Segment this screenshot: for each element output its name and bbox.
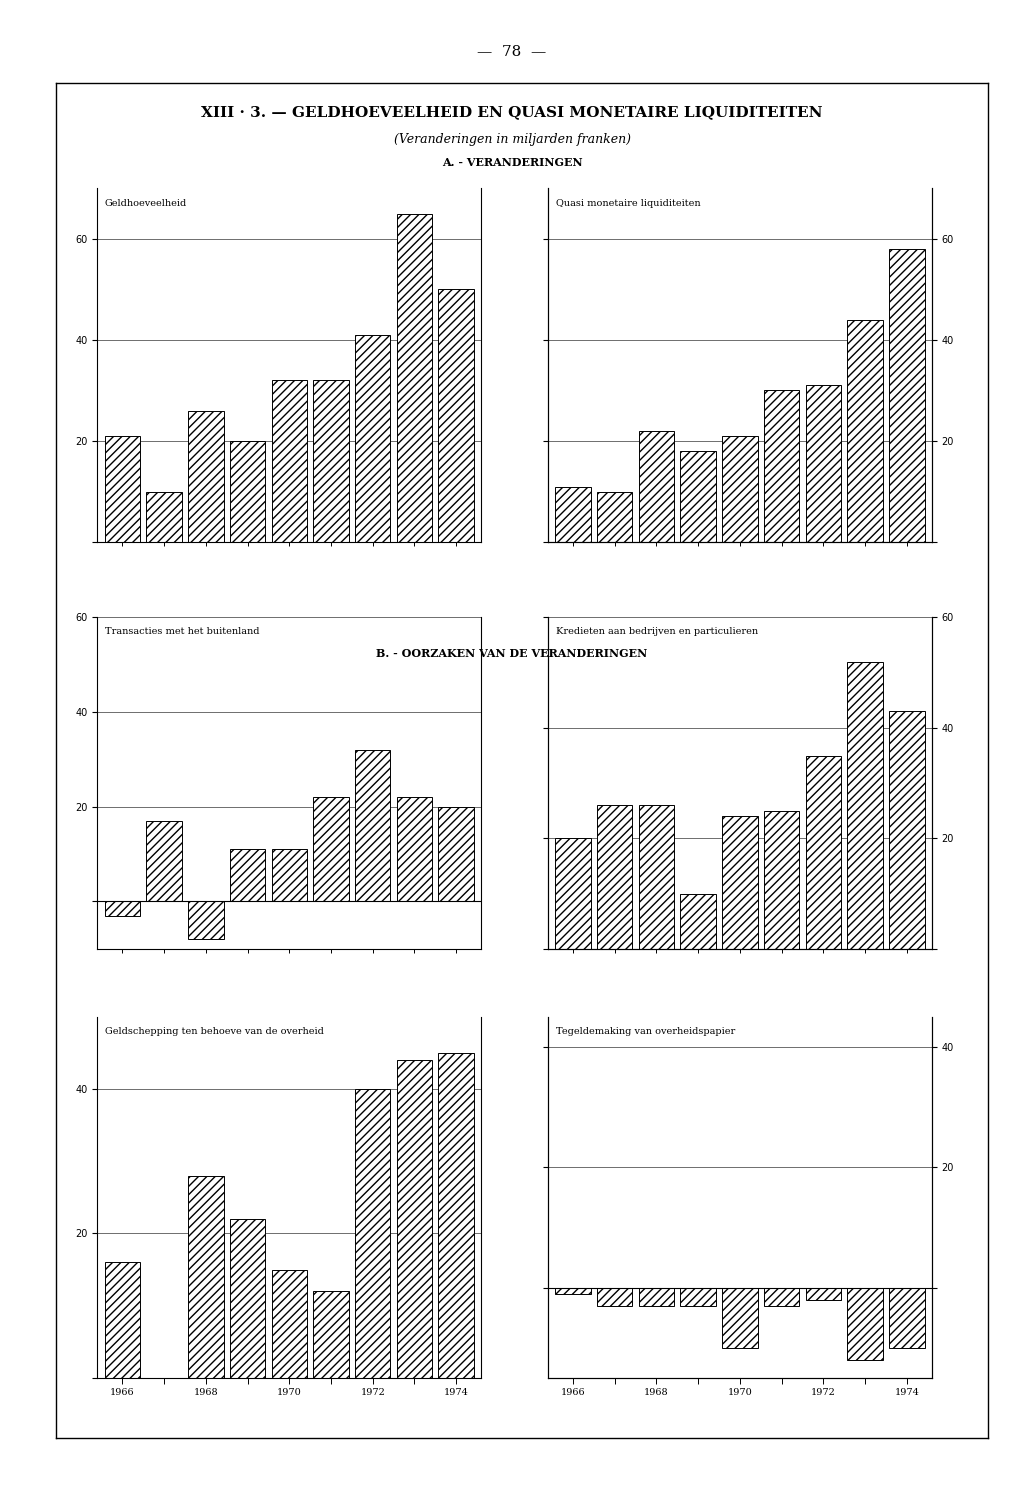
Bar bbox=[313, 797, 349, 902]
Bar bbox=[271, 381, 307, 542]
Bar bbox=[597, 1288, 633, 1306]
Bar bbox=[438, 807, 474, 902]
Bar bbox=[639, 806, 674, 949]
Bar bbox=[229, 849, 265, 902]
Bar bbox=[188, 1176, 223, 1378]
Bar bbox=[764, 390, 800, 542]
Text: Tegeldemaking van overheidspapier: Tegeldemaking van overheidspapier bbox=[555, 1027, 735, 1036]
Bar bbox=[764, 1288, 800, 1306]
Bar bbox=[722, 816, 758, 949]
Bar bbox=[806, 386, 841, 542]
Bar bbox=[597, 491, 633, 542]
Bar bbox=[889, 1288, 925, 1348]
Bar bbox=[680, 893, 716, 949]
Bar bbox=[104, 437, 140, 542]
Bar bbox=[146, 821, 182, 902]
Bar bbox=[313, 381, 349, 542]
Bar bbox=[597, 806, 633, 949]
Bar bbox=[806, 756, 841, 949]
Bar bbox=[806, 1288, 841, 1300]
Bar bbox=[680, 1288, 716, 1306]
Bar bbox=[639, 1288, 674, 1306]
Bar bbox=[847, 319, 883, 542]
Bar bbox=[889, 711, 925, 949]
Bar bbox=[229, 441, 265, 542]
Text: Geldschepping ten behoeve van de overheid: Geldschepping ten behoeve van de overhei… bbox=[105, 1027, 324, 1036]
Text: Geldhoeveelheid: Geldhoeveelheid bbox=[105, 199, 187, 208]
Bar bbox=[271, 849, 307, 902]
Bar bbox=[680, 452, 716, 542]
Bar bbox=[146, 491, 182, 542]
Bar bbox=[847, 1288, 883, 1360]
Bar bbox=[847, 661, 883, 949]
Bar bbox=[722, 437, 758, 542]
Bar bbox=[889, 248, 925, 542]
Bar bbox=[722, 1288, 758, 1348]
Bar bbox=[396, 1060, 432, 1378]
Text: A. - VERANDERINGEN: A. - VERANDERINGEN bbox=[441, 157, 583, 167]
Text: Kredieten aan bedrijven en particulieren: Kredieten aan bedrijven en particulieren bbox=[555, 628, 758, 637]
Bar bbox=[438, 289, 474, 542]
Bar bbox=[355, 750, 390, 902]
Text: Quasi monetaire liquiditeiten: Quasi monetaire liquiditeiten bbox=[555, 199, 700, 208]
Bar bbox=[229, 1218, 265, 1378]
Text: (Veranderingen in miljarden franken): (Veranderingen in miljarden franken) bbox=[393, 133, 631, 146]
Text: XIII · 3. — GELDHOEVEELHEID EN QUASI MONETAIRE LIQUIDITEITEN: XIII · 3. — GELDHOEVEELHEID EN QUASI MON… bbox=[202, 105, 822, 119]
Text: B. - OORZAKEN VAN DE VERANDERINGEN: B. - OORZAKEN VAN DE VERANDERINGEN bbox=[377, 648, 647, 658]
Bar bbox=[764, 810, 800, 949]
Bar bbox=[355, 1089, 390, 1378]
Bar bbox=[555, 839, 591, 949]
Bar bbox=[355, 334, 390, 542]
Bar bbox=[438, 1053, 474, 1378]
Bar bbox=[188, 411, 223, 542]
Bar bbox=[313, 1291, 349, 1378]
Bar bbox=[104, 1262, 140, 1378]
Bar bbox=[104, 902, 140, 916]
Bar bbox=[188, 902, 223, 940]
Bar bbox=[639, 431, 674, 542]
Bar bbox=[396, 214, 432, 542]
Bar bbox=[555, 486, 591, 542]
Text: —  78  —: — 78 — bbox=[477, 45, 547, 59]
Bar bbox=[271, 1270, 307, 1378]
Text: Transacties met het buitenland: Transacties met het buitenland bbox=[105, 628, 259, 637]
Bar bbox=[396, 797, 432, 902]
Bar bbox=[555, 1288, 591, 1294]
